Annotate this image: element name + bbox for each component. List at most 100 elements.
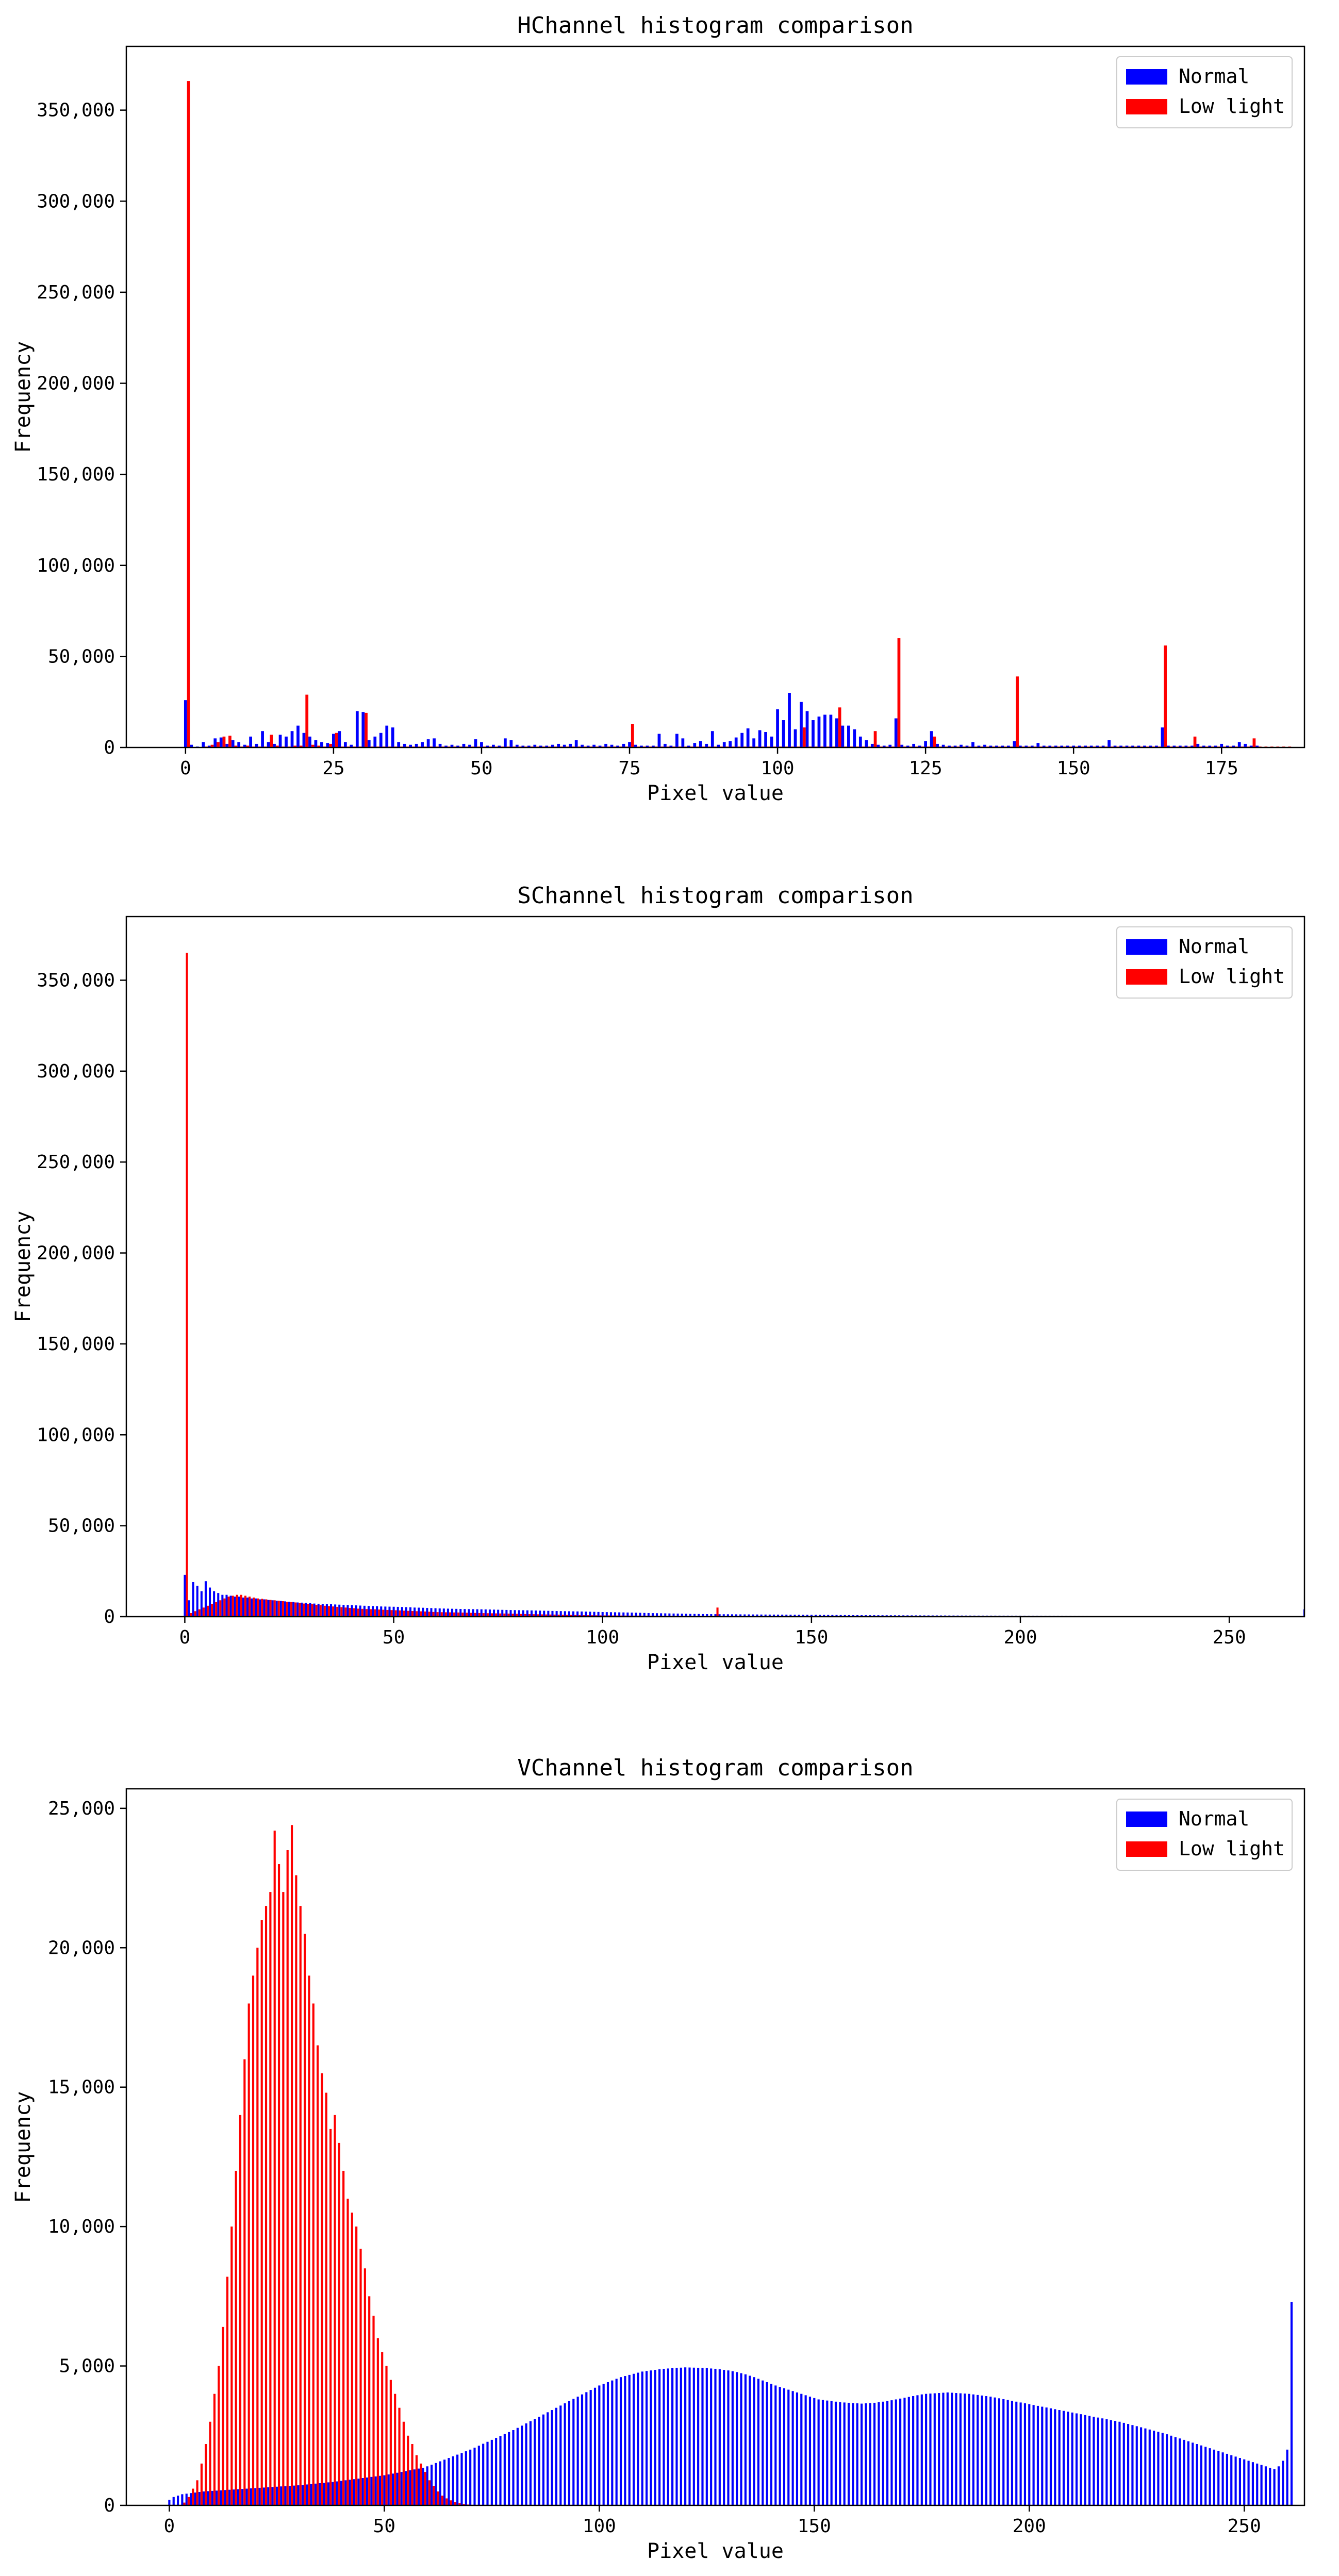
bar-low-light	[299, 745, 303, 747]
bar-normal	[1148, 2429, 1151, 2505]
bar-normal	[989, 745, 993, 747]
bar-normal	[181, 2494, 184, 2505]
legend: Normal Low light	[1116, 56, 1293, 128]
y-tick-label: 0	[104, 737, 115, 758]
bar-normal	[422, 1607, 424, 1617]
x-axis-label: Pixel value	[647, 2539, 784, 2563]
bar-low-light	[246, 745, 250, 747]
bar-low-light	[295, 1875, 297, 2505]
bar-normal	[585, 1611, 587, 1617]
bar-normal	[948, 745, 951, 747]
bar-normal	[188, 1600, 190, 1617]
bar-low-light	[440, 1612, 443, 1617]
bar-normal	[1183, 2439, 1185, 2505]
bar-low-light	[200, 2463, 203, 2505]
bar-normal	[800, 2394, 803, 2505]
bar-normal	[911, 1615, 913, 1617]
bar-normal	[693, 743, 697, 747]
bar-normal	[468, 744, 471, 747]
bar-normal	[865, 2403, 867, 2505]
bar-low-light	[587, 1615, 589, 1617]
bar-low-light	[420, 2463, 422, 2505]
bar-normal	[652, 745, 655, 747]
bar-normal	[1161, 2433, 1164, 2505]
bar-normal	[404, 2471, 407, 2505]
bar-normal	[878, 2402, 880, 2505]
bar-normal	[361, 712, 365, 747]
bar-normal	[1001, 745, 1004, 747]
bar-low-light	[933, 736, 936, 747]
bar-low-light	[462, 2504, 465, 2505]
bar-normal	[827, 1615, 830, 1617]
bar-normal	[1200, 2445, 1202, 2505]
bar-normal	[912, 743, 916, 747]
bar-normal	[593, 2387, 597, 2505]
bar-normal	[391, 727, 394, 747]
bar-normal	[572, 1611, 575, 1617]
x-tick-label: 250	[1228, 2516, 1261, 2537]
bar-normal	[632, 2373, 635, 2505]
bar-normal	[1243, 2459, 1246, 2505]
bar-normal	[889, 1615, 892, 1617]
bar-normal	[740, 733, 744, 747]
bar-normal	[221, 1594, 224, 1617]
bar-normal	[589, 2390, 592, 2505]
bar-normal	[731, 1614, 733, 1617]
x-tick-label: 0	[180, 758, 191, 779]
bar-normal	[794, 729, 797, 747]
bar-low-light	[365, 712, 368, 747]
bar-low-light	[257, 1598, 259, 1617]
bar-normal	[292, 1602, 295, 1617]
bar-normal	[1088, 2416, 1091, 2505]
bar-normal	[1244, 743, 1247, 747]
bar-normal	[664, 743, 667, 747]
bar-low-light	[349, 1608, 351, 1617]
bar-normal	[722, 1614, 725, 1617]
bar-normal	[848, 1615, 850, 1617]
bar-normal	[834, 2401, 837, 2505]
chart-0: HChannel histogram comparison 0 25 50 75 100 1…	[11, 12, 1305, 805]
bar-normal	[383, 2475, 386, 2505]
bar-normal	[681, 1614, 683, 1617]
bar-normal	[710, 2368, 713, 2505]
bar-normal	[756, 1614, 758, 1617]
bar-normal	[426, 2466, 428, 2505]
bar-low-light	[286, 1602, 288, 1617]
bar-low-light	[256, 1948, 259, 2505]
bar-normal	[509, 740, 513, 747]
bar-low-light	[290, 1602, 293, 1617]
bar-normal	[1234, 2456, 1237, 2505]
y-tick-label: 200,000	[37, 373, 115, 394]
series-low-light	[186, 953, 1303, 1617]
bar-normal	[482, 2444, 485, 2505]
bar-normal	[882, 2401, 884, 2505]
bar-normal	[515, 744, 519, 747]
bar-normal	[490, 2439, 493, 2505]
bar-normal	[302, 733, 306, 747]
bar-low-light	[490, 1613, 493, 1617]
bar-normal	[1011, 2401, 1013, 2505]
bar-normal	[542, 2414, 545, 2505]
bar-normal	[249, 736, 252, 747]
bar-low-light	[190, 1613, 192, 1617]
bar-normal	[346, 1605, 349, 1617]
bar-normal	[628, 742, 631, 747]
bar-normal	[438, 743, 442, 747]
bar-normal	[1149, 745, 1152, 747]
bar-normal	[622, 743, 625, 747]
legend-label: Normal	[1179, 65, 1249, 88]
bar-normal	[301, 1602, 303, 1617]
bar-normal	[557, 743, 560, 747]
bar-normal	[885, 1615, 888, 1617]
bar-normal	[1101, 745, 1105, 747]
bar-normal	[1221, 2452, 1224, 2505]
bar-low-light	[407, 1610, 409, 1617]
bar-normal	[450, 744, 454, 747]
bar-normal	[422, 2467, 424, 2505]
bar-normal	[242, 1597, 244, 1617]
bar-normal	[637, 2372, 639, 2505]
bar-low-light	[478, 1613, 481, 1617]
bar-normal	[881, 1615, 884, 1617]
bar-normal	[900, 744, 904, 747]
bar-normal	[702, 1614, 704, 1617]
